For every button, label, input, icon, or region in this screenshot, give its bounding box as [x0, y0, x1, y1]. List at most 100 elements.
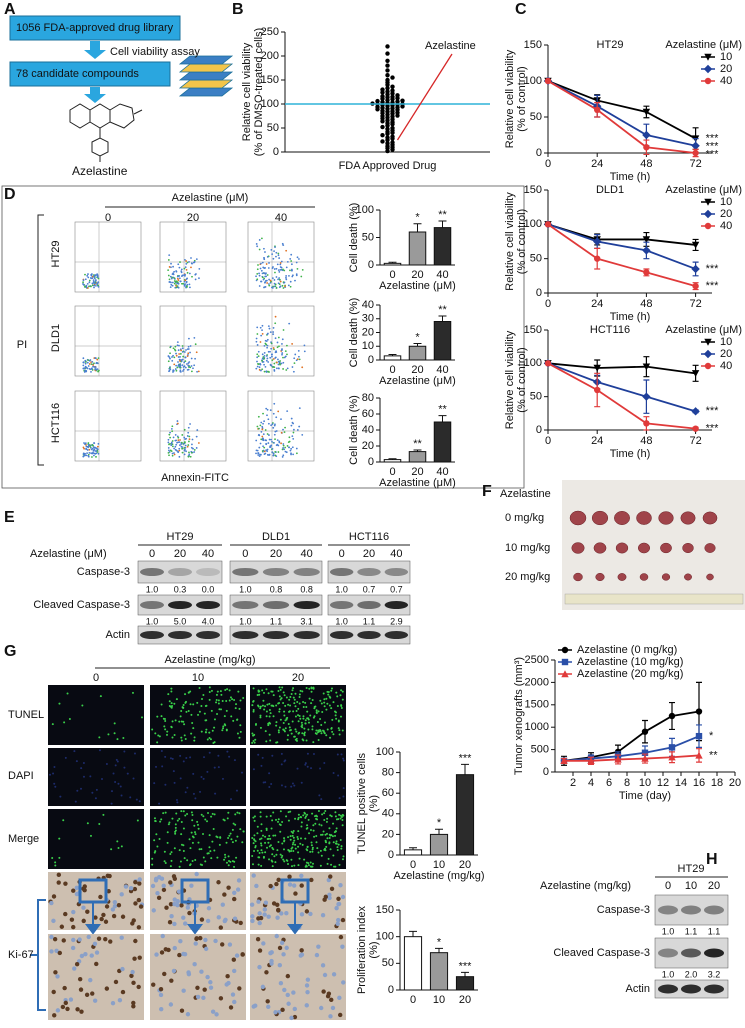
- cell-dot: [315, 835, 318, 838]
- cell-dot: [272, 694, 275, 697]
- event-dot: [271, 355, 273, 358]
- band: [168, 631, 192, 639]
- cell-dot: [187, 910, 192, 916]
- legend-marker: [561, 670, 569, 678]
- cell-dot: [251, 854, 254, 857]
- event-dot: [83, 371, 86, 373]
- cell-dot: [326, 817, 329, 820]
- cell-dot: [58, 856, 61, 859]
- cell-dot: [341, 729, 344, 732]
- cell-dot: [130, 921, 135, 926]
- cell-dot: [162, 971, 167, 977]
- data-point: [400, 98, 405, 103]
- dose-label: 0: [242, 548, 248, 560]
- cell-dot: [265, 829, 268, 832]
- marker: [691, 407, 700, 416]
- event-dot: [175, 369, 178, 372]
- cell-dot: [263, 708, 266, 711]
- event-dot: [189, 345, 192, 347]
- event-dot: [93, 286, 95, 289]
- cell-dot: [339, 814, 342, 817]
- cell-dot: [228, 1005, 234, 1010]
- cell-dot: [328, 833, 331, 836]
- tumor: [573, 572, 583, 582]
- event-dot: [180, 268, 183, 271]
- event-dot: [273, 424, 276, 427]
- cell-dot: [324, 833, 327, 836]
- cell-dot: [257, 964, 262, 970]
- legend-label: Azelastine (0 mg/kg): [577, 644, 677, 656]
- band: [681, 905, 701, 915]
- event-dot: [190, 451, 193, 454]
- dose-label: 40: [275, 212, 287, 224]
- cell-dot: [302, 717, 305, 720]
- event-dot: [178, 277, 181, 280]
- cell-dot: [120, 794, 123, 797]
- cell-dot: [287, 819, 290, 822]
- event-dot: [290, 453, 292, 456]
- cell-dot: [298, 695, 301, 698]
- cell-dot: [308, 832, 311, 835]
- cell-dot: [203, 756, 206, 759]
- y-tick-label: 50: [267, 122, 279, 134]
- event-dot: [178, 266, 181, 269]
- cell-dot: [328, 841, 331, 844]
- cell-dot: [274, 933, 279, 939]
- cell-dot: [252, 700, 255, 703]
- y-axis-label: Tumor xenografts (mm³): [513, 657, 525, 775]
- cell-dot: [318, 730, 321, 733]
- event-dot: [167, 441, 170, 444]
- event-dot: [289, 285, 292, 288]
- event-dot: [172, 436, 175, 439]
- cell-dot: [335, 717, 338, 720]
- event-dot: [265, 263, 268, 265]
- cell-dot: [294, 817, 297, 820]
- cell-dot: [82, 887, 87, 893]
- x-tick-label: 0: [545, 298, 551, 310]
- cell-dot: [232, 968, 237, 974]
- cell-dot: [225, 973, 230, 979]
- cell-dot: [260, 844, 263, 847]
- cell-dot: [253, 834, 256, 837]
- band: [293, 568, 320, 576]
- event-dot: [290, 417, 293, 420]
- event-dot: [191, 262, 193, 265]
- cell-dot: [273, 1010, 278, 1015]
- event-dot: [95, 450, 98, 453]
- cell-dot: [304, 722, 307, 725]
- event-dot: [179, 369, 182, 372]
- bar: [383, 355, 402, 361]
- cell-dot: [332, 822, 335, 825]
- event-dot: [255, 337, 258, 340]
- cell-dot: [119, 935, 124, 940]
- cell-dot: [126, 772, 129, 775]
- cell-dot: [257, 704, 260, 707]
- event-dot: [260, 280, 263, 283]
- event-dot: [197, 370, 200, 373]
- cell-dot: [239, 699, 242, 702]
- cell-dot: [314, 822, 317, 825]
- cell-dot: [172, 945, 177, 951]
- event-dot: [194, 278, 197, 281]
- cell-dot: [268, 834, 271, 837]
- cell-dot: [319, 864, 322, 867]
- cell-dot: [262, 912, 267, 917]
- y-tick-label: 20: [362, 440, 374, 452]
- significance: **: [438, 209, 447, 221]
- cell-dot: [269, 739, 272, 742]
- data-point: [385, 51, 390, 56]
- cell-dot: [314, 705, 317, 708]
- event-dot: [281, 242, 284, 245]
- cell-dot: [292, 829, 295, 832]
- cell-dot: [235, 789, 238, 792]
- significance: *: [437, 817, 442, 829]
- event-dot: [87, 365, 90, 367]
- y-axis-label: Relative cell viability: [504, 49, 516, 148]
- cell-dot: [269, 961, 274, 966]
- band-label: Actin: [626, 983, 650, 995]
- cell-dot: [79, 1009, 84, 1014]
- cell-dot: [262, 781, 265, 784]
- event-dot: [277, 410, 280, 413]
- event-dot: [184, 360, 187, 362]
- cell-dot: [283, 837, 286, 840]
